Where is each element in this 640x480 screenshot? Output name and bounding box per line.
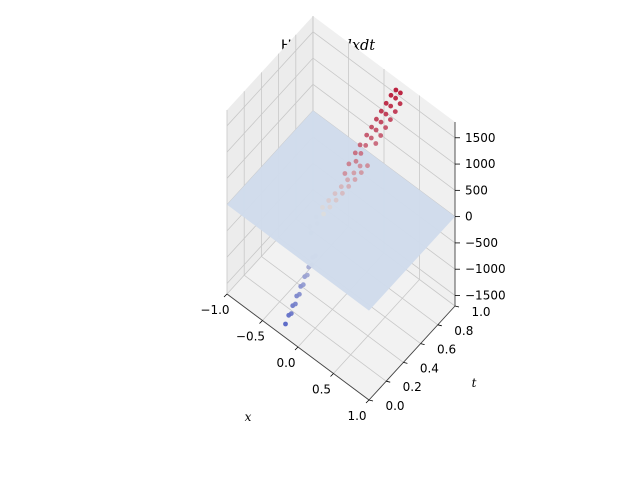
t-tick-label: 0.8 <box>454 324 473 338</box>
z-gridline <box>226 31 456 139</box>
scatter-point <box>383 100 389 106</box>
scatter-point <box>327 204 333 210</box>
t-tick-mark <box>386 380 391 383</box>
z-tick-label: −1000 <box>465 262 506 276</box>
scatter-point <box>363 143 369 148</box>
x-tick-label: −1.0 <box>200 303 229 317</box>
z-gridline <box>226 57 456 165</box>
scatter-point <box>365 163 370 169</box>
scatter-point <box>378 119 384 125</box>
t-tick-mark <box>420 343 425 345</box>
scatter-point <box>300 282 306 288</box>
scatter-point <box>352 177 358 182</box>
scatter-point <box>342 171 348 176</box>
x-tick-mark <box>294 346 299 351</box>
scatter-point <box>358 170 364 176</box>
scatter-point <box>320 205 325 210</box>
scatter-point <box>304 272 310 278</box>
scatter-point <box>357 142 363 148</box>
t-tick-label: 0.6 <box>437 343 456 357</box>
scatter-point <box>283 321 288 327</box>
z-tick-label: −1500 <box>465 288 506 302</box>
scatter-point <box>383 111 389 117</box>
scatter-point <box>346 161 352 167</box>
zero-plane-surface <box>227 110 455 311</box>
t-tick-label: 0.0 <box>385 399 404 413</box>
left-pane <box>227 16 313 294</box>
x-tick-mark <box>330 373 334 377</box>
t-tick-mark <box>454 305 460 308</box>
scatter-point <box>369 124 374 130</box>
scatter-point <box>357 163 363 169</box>
scatter-point <box>321 211 326 217</box>
t-gridline <box>243 91 387 382</box>
scatter-points-in-front-of-plane <box>320 87 403 217</box>
scatter-point <box>338 184 344 190</box>
z-tick-label: 500 <box>465 183 488 197</box>
scatter-point <box>393 95 398 101</box>
z-gridline <box>226 83 456 191</box>
scatter-point <box>297 291 302 297</box>
scatter-point <box>288 311 294 316</box>
t-tick-mark <box>368 399 374 402</box>
z-tick-label: −500 <box>465 236 498 250</box>
scatter-point <box>373 127 379 133</box>
scatter-point <box>398 90 403 96</box>
t-gridline <box>260 72 404 363</box>
t-tick-label: 1.0 <box>471 305 490 319</box>
t-tick-label: 0.2 <box>403 380 422 394</box>
scatter-point <box>392 109 398 114</box>
x-axis-label: x <box>245 410 252 424</box>
scatter-point <box>378 133 384 138</box>
scatter-point <box>364 132 370 138</box>
z-tick-label: 1500 <box>465 131 496 145</box>
scatter-point <box>388 103 394 109</box>
scatter-point <box>326 198 332 203</box>
x-tick-label: 1.0 <box>347 409 366 423</box>
x-tick-mark <box>259 320 263 324</box>
x-tick-label: 0.0 <box>276 356 295 370</box>
scatter-point <box>368 135 374 141</box>
t-axis-line <box>368 305 456 401</box>
scatter-point <box>353 158 359 164</box>
scatter-point <box>373 141 379 146</box>
z-tick-label: 0 <box>465 210 473 224</box>
scatter-point <box>333 197 339 203</box>
t-tick-label: 0.4 <box>420 361 439 375</box>
scatter-point <box>388 117 393 122</box>
scatter-point <box>345 177 350 183</box>
z-tick-label: 1000 <box>465 157 496 171</box>
x-tick-mark <box>223 293 228 298</box>
scatter-point <box>352 150 358 156</box>
scatter-point <box>346 184 352 189</box>
scatter-point <box>332 191 338 197</box>
scatter-point <box>293 301 298 307</box>
scatter-point <box>397 101 403 107</box>
x-tick-mark <box>365 399 370 404</box>
scatter-point <box>340 190 345 196</box>
x-tick-label: −0.5 <box>236 330 265 344</box>
scatter-point <box>378 108 384 114</box>
scatter-point <box>358 151 364 156</box>
x-tick-label: 0.5 <box>312 383 331 397</box>
scatter-point <box>388 92 394 98</box>
scatter-point <box>374 116 379 122</box>
axis-ticks: −1.0 −0.5 0.0 0.5 1.0 0.0 0.2 0.4 0.6 0.8 1.0 1500 1… <box>200 131 505 423</box>
scatter-point <box>351 170 357 176</box>
scatter-point <box>393 87 399 93</box>
t-tick-mark <box>437 324 442 327</box>
t-axis-label: t <box>472 376 477 390</box>
t-tick-mark <box>403 362 408 364</box>
zero-plane <box>227 110 455 311</box>
scatter-point <box>383 125 388 130</box>
